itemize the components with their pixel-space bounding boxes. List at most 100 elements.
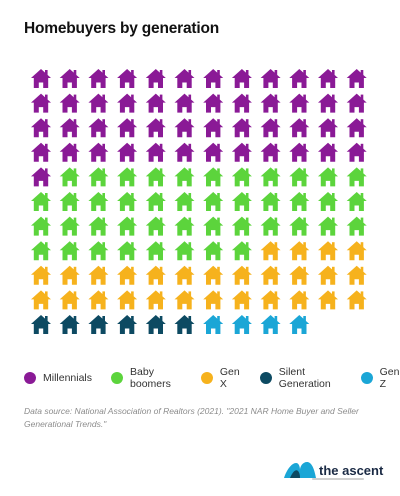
house-chimney — [102, 291, 105, 297]
house-chimney — [332, 217, 335, 223]
house-icon-baby-boomers — [260, 167, 281, 187]
house-icon-millennials — [289, 118, 310, 138]
house-icon-millennials — [260, 69, 281, 88]
house-icon-gen-x — [145, 290, 166, 310]
house-chimney — [45, 70, 48, 75]
house-icon-silent-generation — [31, 315, 51, 334]
house-chimney — [217, 168, 220, 174]
house-icon-millennials — [117, 142, 138, 162]
house-chimney — [102, 168, 105, 174]
house-chimney — [159, 316, 163, 321]
house-chimney — [159, 217, 163, 223]
house-chimney — [360, 217, 364, 223]
house-icon-gen-x — [145, 265, 166, 285]
brand-logo[interactable]: the ascent — [284, 461, 383, 479]
house-chimney — [332, 193, 335, 198]
house-icon-millennials — [318, 118, 338, 138]
house-chimney — [332, 168, 335, 174]
house-icon-silent-generation — [59, 315, 80, 334]
house-icon-gen-x — [346, 290, 367, 310]
house-chimney — [360, 242, 364, 248]
house-icon-gen-x — [203, 265, 224, 285]
house-icon-baby-boomers — [59, 192, 80, 211]
house-icon-gen-x — [31, 290, 51, 310]
house-chimney — [245, 119, 249, 125]
house-icon-millennials — [203, 118, 224, 138]
legend-label-gen-x: Gen X — [219, 366, 240, 390]
house-chimney — [102, 193, 105, 198]
house-icon-silent-generation — [117, 315, 138, 334]
house-chimney — [245, 316, 249, 321]
house-chimney — [188, 316, 192, 321]
house-icon-gen-x — [88, 290, 109, 310]
house-icon-baby-boomers — [203, 241, 224, 261]
house-icon-gen-x — [289, 241, 310, 261]
house-chimney — [131, 143, 134, 149]
house-icon-baby-boomers — [59, 241, 80, 261]
house-icon-silent-generation — [88, 315, 109, 334]
house-chimney — [303, 94, 306, 100]
house-chimney — [188, 291, 192, 297]
house-chimney — [245, 193, 249, 198]
house-chimney — [217, 143, 220, 149]
house-icon-millennials — [260, 142, 281, 162]
house-chimney — [274, 316, 278, 321]
house-chimney — [217, 193, 220, 198]
house-icon-baby-boomers — [318, 216, 338, 236]
brand-tagline — [312, 478, 364, 480]
data-source-note: Data source: National Association of Rea… — [24, 406, 359, 429]
house-icon-millennials — [117, 93, 138, 113]
house-icon-millennials — [260, 93, 281, 113]
house-chimney — [159, 193, 163, 198]
house-chimney — [303, 217, 306, 223]
house-icon-gen-z — [231, 315, 252, 334]
house-icon-millennials — [59, 93, 80, 113]
house-icon-millennials — [88, 69, 109, 88]
house-icon-baby-boomers — [174, 216, 195, 236]
house-chimney — [45, 242, 48, 248]
house-icon-millennials — [145, 142, 166, 162]
house-chimney — [217, 119, 220, 125]
house-icon-baby-boomers — [260, 216, 281, 236]
house-icon-baby-boomers — [231, 241, 252, 261]
house-chimney — [217, 266, 220, 272]
legend-label-baby-boomers: Baby boomers — [130, 366, 171, 390]
house-chimney — [159, 168, 163, 174]
house-chimney — [102, 70, 105, 75]
legend-item-gen-x: Gen X — [200, 366, 241, 390]
house-icon-millennials — [346, 93, 367, 113]
house-icon-millennials — [260, 118, 281, 138]
house-icon-baby-boomers — [231, 192, 252, 211]
house-chimney — [159, 70, 163, 75]
house-chimney — [131, 193, 134, 198]
house-chimney — [217, 94, 220, 100]
house-icon-millennials — [174, 69, 195, 88]
house-icon-baby-boomers — [289, 192, 310, 211]
legend-swatch-gen-x — [200, 372, 213, 384]
house-chimney — [274, 193, 278, 198]
house-chimney — [332, 94, 335, 100]
house-chimney — [159, 94, 163, 100]
house-chimney — [131, 94, 134, 100]
house-icon-baby-boomers — [145, 192, 166, 211]
house-icon-millennials — [88, 93, 109, 113]
house-icon-gen-z — [260, 315, 281, 334]
legend-item-millennials: Millennials — [24, 372, 92, 384]
house-chimney — [188, 143, 192, 149]
house-icon-baby-boomers — [203, 167, 224, 187]
house-chimney — [332, 266, 335, 272]
house-chimney — [102, 217, 105, 223]
house-icon-millennials — [117, 118, 138, 138]
house-chimney — [274, 119, 278, 125]
house-icon-millennials — [174, 142, 195, 162]
house-icon-baby-boomers — [59, 167, 80, 187]
house-icon-gen-z — [203, 315, 224, 334]
house-icon-baby-boomers — [174, 192, 195, 211]
house-chimney — [73, 119, 77, 125]
house-chimney — [303, 119, 306, 125]
house-icon-gen-z — [289, 315, 310, 334]
house-icon-gen-x — [59, 290, 80, 310]
house-icon-millennials — [318, 142, 338, 162]
house-chimney — [245, 217, 249, 223]
house-icon-gen-x — [260, 265, 281, 285]
